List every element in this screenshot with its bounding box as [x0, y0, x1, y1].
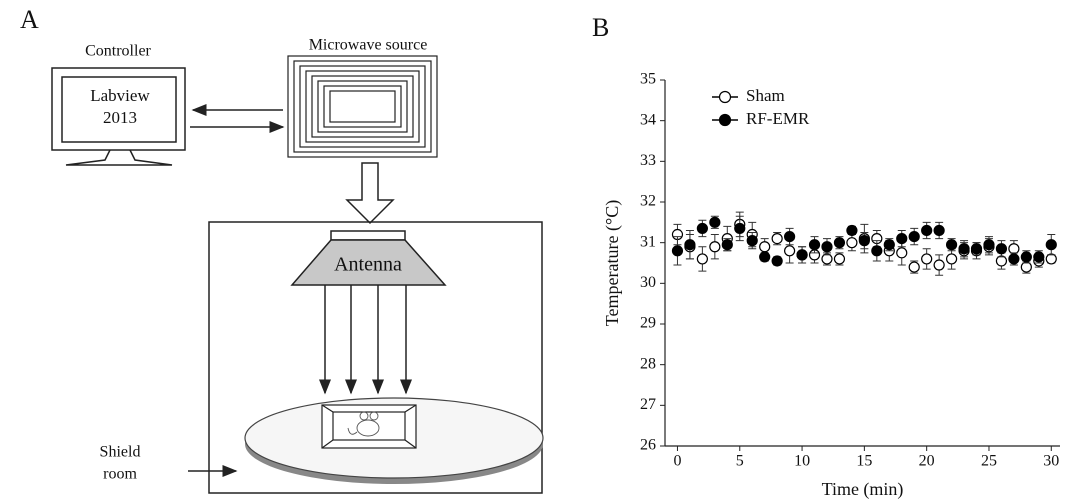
- point: [771, 233, 783, 245]
- y-tick-label: 27: [640, 396, 656, 413]
- point: [970, 243, 983, 255]
- point: [784, 230, 796, 243]
- point: [821, 253, 833, 265]
- mouse: [347, 411, 380, 437]
- point: [883, 239, 895, 251]
- point: [846, 237, 858, 249]
- point: [858, 235, 870, 247]
- point: [808, 239, 821, 251]
- point: [696, 222, 708, 235]
- point: [945, 239, 958, 251]
- point: [933, 259, 945, 271]
- panel-a-diagram: A Controller Labview 2013 Microwave sour…: [20, 5, 544, 494]
- point: [921, 253, 933, 265]
- point: [833, 253, 846, 265]
- point: [784, 245, 796, 257]
- point: [1020, 261, 1032, 273]
- wave-arrows: [319, 285, 412, 395]
- point: [1008, 243, 1020, 255]
- point: [709, 216, 721, 228]
- x-tick-label: 15: [856, 453, 872, 470]
- point: [995, 243, 1008, 255]
- point: [696, 253, 708, 265]
- x-tick-label: 0: [673, 453, 681, 470]
- point: [908, 230, 920, 243]
- point: [933, 224, 945, 237]
- point: [995, 255, 1008, 267]
- point: [958, 243, 970, 255]
- antenna-label: Antenna: [334, 254, 402, 276]
- y-tick-label: 35: [640, 71, 656, 88]
- x-axis-title: Time (min): [822, 479, 904, 500]
- point: [921, 224, 933, 237]
- antenna: [290, 239, 447, 286]
- point: [709, 241, 721, 253]
- legend-marker: [718, 113, 732, 127]
- point: [1020, 251, 1032, 263]
- source-label: Microwave source: [309, 37, 428, 54]
- legend-label: RF-EMR: [746, 109, 810, 128]
- point: [759, 251, 771, 263]
- point: [908, 261, 920, 273]
- x-tick-label: 30: [1043, 453, 1059, 470]
- point: [846, 224, 858, 237]
- point: [896, 247, 908, 259]
- legend-label: Sham: [746, 86, 785, 105]
- point: [833, 237, 846, 249]
- y-tick-label: 33: [640, 152, 656, 169]
- software-label: 2013: [103, 108, 137, 127]
- point: [721, 239, 733, 251]
- point: [1045, 253, 1057, 265]
- y-tick-label: 26: [640, 437, 656, 454]
- microwave-source: [287, 55, 438, 158]
- point: [1008, 253, 1020, 265]
- y-tick-label: 28: [640, 355, 656, 372]
- panel-label: A: [20, 5, 39, 34]
- point: [945, 253, 958, 265]
- x-tick-label: 20: [919, 453, 935, 470]
- point: [896, 233, 908, 245]
- monitor-screen: [61, 76, 177, 143]
- point: [821, 241, 833, 253]
- antenna-top: [330, 230, 406, 241]
- point: [746, 235, 758, 247]
- point: [871, 245, 883, 257]
- x-tick-label: 5: [736, 453, 744, 470]
- x-tick-label: 25: [981, 453, 997, 470]
- point: [1033, 251, 1045, 263]
- point: [671, 245, 684, 257]
- room-label: Shield: [100, 444, 141, 461]
- hollow-arrow: [345, 162, 395, 225]
- shield-room: [208, 221, 543, 494]
- cage: [321, 404, 417, 449]
- point: [684, 239, 696, 251]
- y-axis-title: Temperature (°C): [602, 200, 623, 326]
- y-tick-label: 31: [640, 233, 656, 250]
- point: [796, 249, 808, 261]
- point: [771, 255, 783, 267]
- monitor: [51, 67, 186, 151]
- room-label: room: [103, 466, 137, 483]
- monitor-stand: [65, 149, 173, 166]
- y-tick-label: 32: [640, 193, 656, 210]
- panel-label: B: [592, 13, 609, 42]
- point: [759, 241, 771, 253]
- point: [983, 239, 995, 251]
- controller-label: Controller: [85, 43, 151, 60]
- y-tick-label: 29: [640, 315, 656, 332]
- x-tick-label: 10: [794, 453, 810, 470]
- y-tick-label: 34: [640, 111, 656, 128]
- software-label: Labview: [90, 86, 150, 105]
- point: [734, 222, 746, 235]
- y-tick-label: 30: [640, 274, 656, 291]
- legend-marker: [718, 90, 732, 104]
- point: [1045, 239, 1057, 251]
